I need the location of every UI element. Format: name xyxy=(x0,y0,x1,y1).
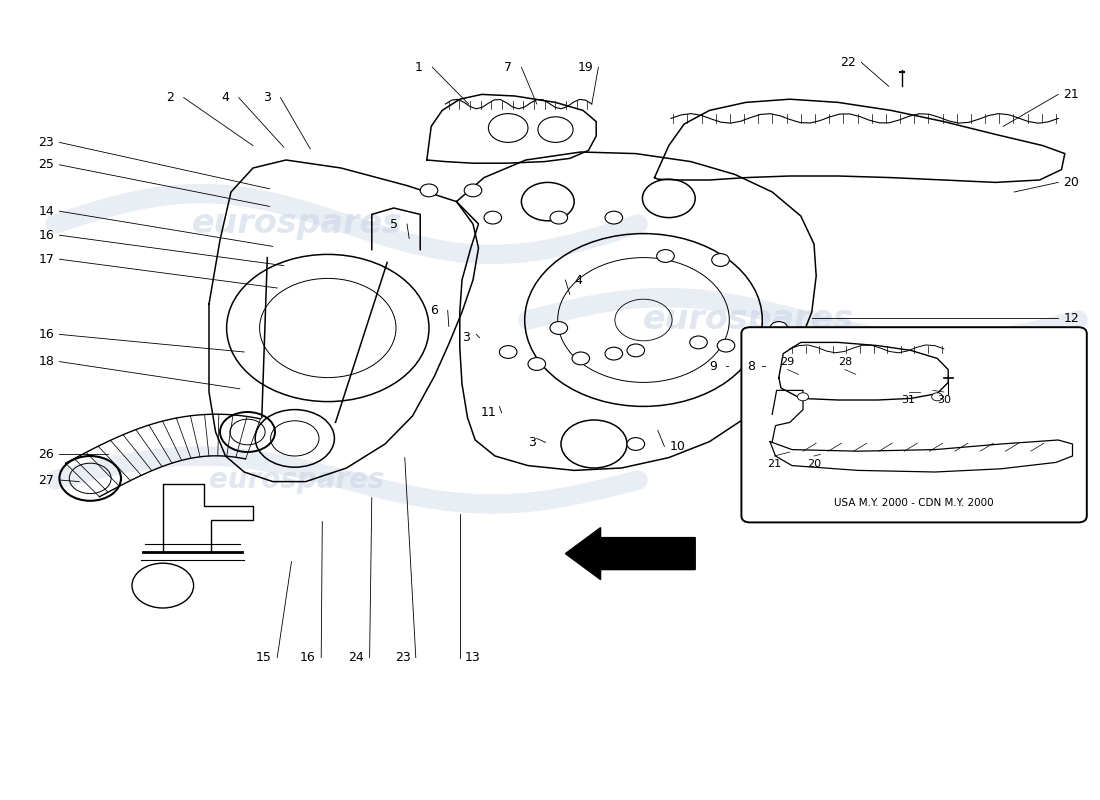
Text: 30: 30 xyxy=(937,395,950,405)
Text: 16: 16 xyxy=(300,651,316,664)
Text: 11: 11 xyxy=(481,406,496,419)
Text: 3: 3 xyxy=(263,91,272,104)
Text: 31: 31 xyxy=(902,395,915,405)
Circle shape xyxy=(420,184,438,197)
Text: USA M.Y. 2000 - CDN M.Y. 2000: USA M.Y. 2000 - CDN M.Y. 2000 xyxy=(834,498,994,508)
Circle shape xyxy=(550,322,568,334)
Text: 15: 15 xyxy=(256,651,272,664)
Text: 24: 24 xyxy=(349,651,364,664)
Circle shape xyxy=(717,339,735,352)
Circle shape xyxy=(798,393,808,401)
Circle shape xyxy=(550,211,568,224)
Text: 23: 23 xyxy=(395,651,410,664)
Text: 17: 17 xyxy=(39,253,54,266)
Circle shape xyxy=(528,358,546,370)
Text: 3: 3 xyxy=(528,436,537,449)
Text: 20: 20 xyxy=(1064,176,1079,189)
Text: 26: 26 xyxy=(39,448,54,461)
Text: 19: 19 xyxy=(578,61,593,74)
Circle shape xyxy=(464,184,482,197)
FancyArrow shape xyxy=(565,528,695,579)
Text: 18: 18 xyxy=(39,355,54,368)
Text: 21: 21 xyxy=(768,459,781,469)
Text: 13: 13 xyxy=(465,651,481,664)
Text: 28: 28 xyxy=(838,357,851,366)
Text: 9: 9 xyxy=(708,360,717,373)
Text: 14: 14 xyxy=(39,205,54,218)
Text: eurospares: eurospares xyxy=(209,466,385,494)
Text: 20: 20 xyxy=(807,459,821,469)
Text: 1: 1 xyxy=(415,61,424,74)
Text: 5: 5 xyxy=(389,218,398,230)
Circle shape xyxy=(657,250,674,262)
Text: eurospares: eurospares xyxy=(642,303,854,337)
Text: 7: 7 xyxy=(504,61,513,74)
Text: 16: 16 xyxy=(39,328,54,341)
Text: 29: 29 xyxy=(781,357,794,366)
Text: 4: 4 xyxy=(221,91,230,104)
Circle shape xyxy=(627,438,645,450)
FancyBboxPatch shape xyxy=(741,327,1087,522)
Circle shape xyxy=(605,211,623,224)
Text: 4: 4 xyxy=(574,274,583,286)
Text: 27: 27 xyxy=(39,474,54,486)
Text: 3: 3 xyxy=(462,331,471,344)
Text: 23: 23 xyxy=(39,136,54,149)
Circle shape xyxy=(770,322,788,334)
Circle shape xyxy=(605,347,623,360)
Text: 16: 16 xyxy=(39,229,54,242)
Text: 21: 21 xyxy=(1064,88,1079,101)
Circle shape xyxy=(499,346,517,358)
Circle shape xyxy=(572,352,590,365)
Circle shape xyxy=(712,254,729,266)
Circle shape xyxy=(484,211,502,224)
Text: 10: 10 xyxy=(670,440,685,453)
Text: 22: 22 xyxy=(840,56,856,69)
Circle shape xyxy=(932,393,943,401)
Text: 6: 6 xyxy=(430,304,439,317)
Text: 25: 25 xyxy=(39,158,54,171)
Circle shape xyxy=(627,344,645,357)
Circle shape xyxy=(690,336,707,349)
Text: 12: 12 xyxy=(1064,312,1079,325)
Text: 8: 8 xyxy=(747,360,756,373)
Text: 2: 2 xyxy=(166,91,175,104)
Text: eurospares: eurospares xyxy=(191,207,403,241)
